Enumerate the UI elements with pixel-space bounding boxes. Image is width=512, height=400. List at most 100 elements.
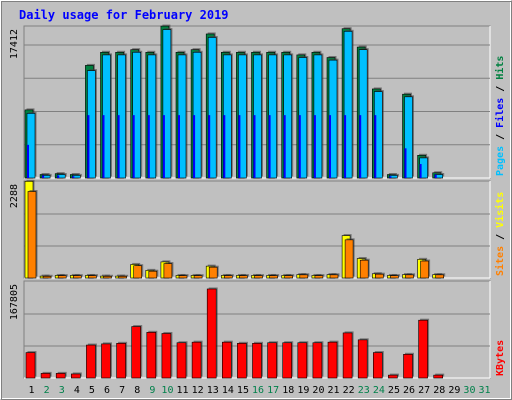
day-label-5: 5 — [89, 385, 95, 396]
kbytes-panel: 167805 KBytes — [9, 280, 506, 379]
sites-bar-17-face — [269, 275, 278, 279]
sites-bar-9-face — [148, 270, 158, 279]
sites-bar-27 — [420, 259, 431, 279]
sites-bar-25-face — [390, 275, 399, 279]
sites-bar-23-face — [359, 259, 369, 279]
day-label-21: 21 — [328, 385, 340, 396]
day-label-23: 23 — [358, 385, 370, 396]
sites-bar-16 — [254, 274, 264, 279]
kbytes-bar-2-face — [40, 373, 51, 379]
sites-bar-11 — [178, 274, 189, 279]
pages-bar-22-face — [343, 31, 353, 179]
files-bar-13 — [208, 115, 211, 178]
day-label-3: 3 — [59, 385, 65, 396]
sites-bar-20-shade — [316, 274, 325, 277]
kbytes-bar-24-face — [372, 352, 383, 379]
sites-bar-19 — [299, 273, 310, 279]
kbytes-bar-25-face — [388, 374, 398, 379]
sites-bar-12 — [193, 274, 204, 279]
day-label-6: 6 — [104, 385, 110, 396]
sites-bar-2-face — [42, 276, 52, 279]
day-label-15: 15 — [237, 385, 249, 396]
kbytes-bar-14 — [222, 340, 233, 379]
sites-bar-22 — [344, 238, 355, 279]
kbytes-bar-18-face — [282, 342, 293, 379]
day-label-31: 31 — [479, 385, 491, 396]
sites-bar-17 — [269, 274, 280, 279]
day-label-8: 8 — [134, 385, 140, 396]
kbytes-bar-5 — [86, 343, 97, 379]
pages-bar-8-face — [132, 51, 141, 179]
day-label-10: 10 — [161, 385, 173, 396]
y-max-label-2: 167805 — [9, 284, 20, 320]
sites-bar-3-face — [57, 275, 67, 279]
sites-bar-14-shade — [225, 274, 234, 277]
day-label-12: 12 — [192, 385, 204, 396]
day-label-9: 9 — [149, 385, 155, 396]
sites-bar-8-face — [133, 265, 142, 279]
pages-bar-13 — [207, 35, 218, 179]
sites-bar-1-face — [27, 191, 37, 279]
kbytes-bar-20-face — [312, 342, 323, 379]
day-labels: 1 2 3 4 5 6 7 8 9 10 11 12 13 14 15 16 17 18 19 20 21 22 23 24 2… — [29, 385, 491, 396]
sites-bar-27-face — [420, 260, 429, 279]
sites-bar-7-shade — [120, 274, 129, 277]
day-label-27: 27 — [418, 385, 430, 396]
kbytes-bar-17-face — [267, 342, 277, 379]
legend-entry-visits: Visits — [494, 192, 506, 228]
kbytes-bar-7 — [116, 341, 128, 379]
day-label-19: 19 — [297, 385, 309, 396]
day-label-26: 26 — [403, 385, 415, 396]
files-bar-26 — [404, 148, 407, 178]
files-bar-16 — [253, 115, 256, 178]
pages-bar-23-face — [358, 49, 368, 179]
day-label-11: 11 — [177, 385, 189, 396]
pages-bar-23 — [358, 48, 369, 179]
kbytes-bar-18 — [282, 341, 294, 379]
sites-bar-2 — [42, 274, 53, 279]
files-bar-5 — [87, 115, 90, 178]
sites-bar-9 — [148, 269, 159, 279]
y-max-label-1: 2288 — [9, 184, 20, 208]
chart-title: Daily usage for February 2019 — [19, 8, 229, 22]
kbytes-bar-5-face — [86, 344, 96, 379]
day-label-28: 28 — [433, 385, 445, 396]
files-bar-9 — [147, 115, 150, 178]
kbytes-bar-23 — [357, 338, 369, 379]
sites-bar-22-face — [344, 239, 354, 279]
kbytes-bar-8 — [131, 325, 143, 379]
files-bar-6 — [102, 115, 105, 178]
day-label-13: 13 — [207, 385, 219, 396]
sites-bar-4 — [73, 274, 83, 279]
day-label-29: 29 — [448, 385, 460, 396]
files-bar-10 — [162, 115, 165, 178]
sites-bar-4-face — [73, 275, 82, 279]
files-bar-12 — [193, 115, 196, 178]
sites-bar-13-face — [208, 266, 218, 279]
pages-bar-12-face — [192, 51, 202, 179]
kbytes-bar-19-face — [297, 342, 308, 379]
files-bar-1 — [27, 144, 29, 178]
sites-bar-16-shade — [256, 274, 264, 277]
sites-bar-25 — [390, 274, 400, 279]
legend-separator: / — [495, 80, 506, 98]
kbytes-bar-13-face — [206, 288, 217, 379]
sites-bar-15 — [239, 274, 249, 279]
sites-bar-10 — [163, 262, 174, 279]
files-bar-8 — [132, 115, 135, 178]
day-label-20: 20 — [312, 385, 324, 396]
sites-bar-16-face — [254, 275, 263, 279]
sites-bar-5 — [88, 274, 98, 279]
pages-bar-10 — [162, 28, 173, 179]
sites-bar-7 — [118, 274, 129, 279]
kbytes-bar-9 — [146, 330, 158, 379]
sites-bar-20 — [314, 274, 325, 279]
day-label-7: 7 — [119, 385, 125, 396]
files-bar-4 — [72, 176, 75, 178]
kbytes-bar-16 — [252, 341, 263, 379]
files-bar-11 — [178, 115, 180, 178]
sites-bar-18-shade — [286, 274, 295, 277]
kbytes-bar-26 — [403, 352, 414, 379]
files-bar-14 — [223, 115, 226, 178]
